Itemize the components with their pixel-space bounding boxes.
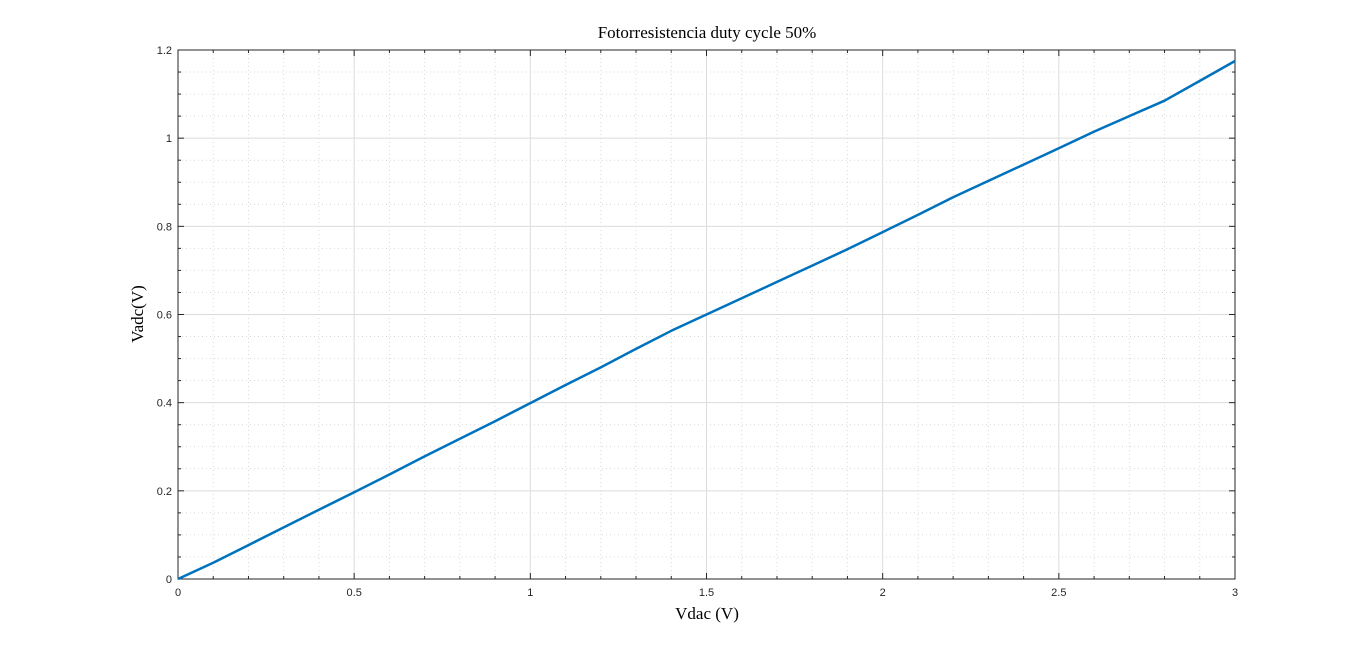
- y-tick-label: 0: [166, 574, 172, 586]
- y-tick-label: 0.2: [157, 486, 172, 498]
- y-tick-label: 0.4: [157, 398, 172, 410]
- x-tick-label: 1.5: [699, 587, 714, 599]
- x-tick-label: 1: [527, 587, 533, 599]
- y-tick-label: 1.2: [157, 45, 172, 57]
- axis-ticks: [177, 49, 1236, 580]
- y-tick-labels: 0 0.2 0.4 0.6 0.8 1 1.2: [157, 45, 172, 586]
- chart-title: Fotorresistencia duty cycle 50%: [598, 23, 817, 42]
- x-tick-label: 2.5: [1051, 587, 1066, 599]
- x-tick-label: 0: [175, 587, 181, 599]
- x-tick-label: 0.5: [347, 587, 362, 599]
- x-tick-label: 3: [1232, 587, 1238, 599]
- y-tick-label: 1: [166, 133, 172, 145]
- y-tick-label: 0.8: [157, 221, 172, 233]
- x-axis-label: Vdac (V): [675, 604, 739, 623]
- x-tick-labels: 0 0.5 1 1.5 2 2.5 3: [175, 587, 1238, 599]
- series-line-1: [177, 59, 1236, 581]
- series-lines: [177, 59, 1236, 581]
- x-tick-label: 2: [880, 587, 886, 599]
- y-tick-label: 0.6: [157, 310, 172, 322]
- y-axis-label: Vadc(V): [128, 285, 147, 343]
